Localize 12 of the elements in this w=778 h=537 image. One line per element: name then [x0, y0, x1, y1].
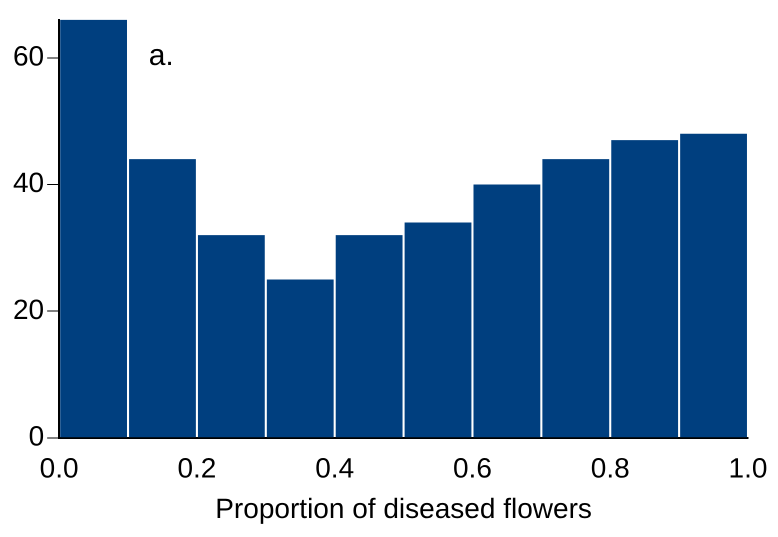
annotation: a. [148, 39, 174, 72]
x-tick-label: 0.0 [40, 452, 79, 484]
y-tick-label: 0 [28, 420, 44, 452]
x-tick-label: 0.2 [177, 452, 216, 484]
x-tick-label: 0.8 [590, 452, 630, 484]
y-tick-label: 40 [12, 167, 44, 198]
x-axis-title: Proportion of diseased flowers [215, 492, 592, 524]
x-tick-label: 0.4 [315, 452, 354, 484]
x-tick-label: 0.6 [452, 452, 492, 484]
y-tick-label: 60 [12, 40, 44, 72]
y-tick-label: 20 [12, 294, 44, 325]
x-tick-label: 1.0 [728, 452, 768, 484]
